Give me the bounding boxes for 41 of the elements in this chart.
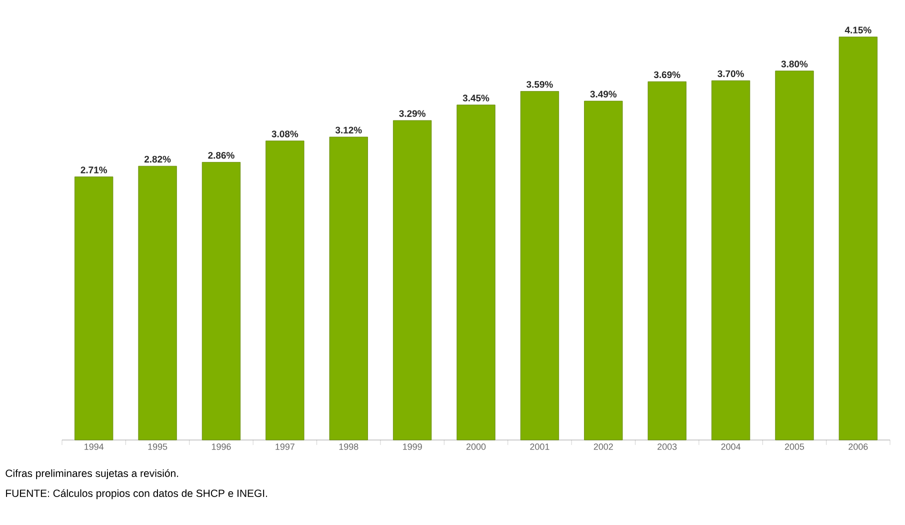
x-tick-label: 2003 [658, 444, 677, 450]
bar [711, 80, 750, 440]
x-tick-label: 2001 [530, 444, 550, 450]
bar [584, 100, 623, 440]
data-label: 3.49% [590, 90, 617, 98]
text: Cifras preliminares sujetas a revisión. [6, 469, 178, 480]
data-label: 3.29% [399, 110, 426, 117]
data-label: 3.69% [654, 71, 680, 78]
data-label: 2.86% [208, 152, 234, 159]
bar [520, 91, 560, 440]
source-note: FUENTE: Cálculos propios con datos de SHCP e INEGI. [6, 489, 267, 500]
data-label: 2.71% [80, 166, 108, 174]
bar [74, 176, 114, 440]
x-tick-label: 1999 [403, 444, 422, 450]
data-label: 3.08% [272, 130, 298, 138]
x-tick-label: 2004 [721, 444, 740, 450]
data-label: 2.82% [144, 156, 171, 163]
x-tick-label: 2006 [848, 444, 868, 450]
bar [775, 70, 814, 440]
bar [838, 36, 878, 440]
x-tick-label: 1997 [276, 444, 294, 450]
data-label: 3.80% [781, 60, 808, 68]
x-tick-label: 2005 [784, 444, 804, 450]
x-tick-label: 1998 [339, 444, 358, 450]
bar [138, 166, 177, 440]
data-label: 3.59% [526, 81, 553, 88]
data-label: 3.12% [335, 126, 362, 134]
data-label: 4.15% [844, 26, 872, 34]
x-tick-label: 1996 [212, 444, 231, 450]
bar [202, 162, 241, 440]
x-tick-label: 2002 [594, 444, 613, 450]
bar [648, 81, 686, 440]
bar [393, 120, 432, 440]
bar [329, 136, 368, 440]
bar [266, 140, 304, 440]
data-label: 3.45% [462, 94, 490, 102]
x-tick-label: 1994 [84, 444, 104, 450]
data-label: 3.70% [718, 70, 744, 78]
x-tick-label: 2000 [466, 444, 486, 450]
x-tick-label: 1995 [148, 444, 168, 450]
bar [456, 104, 496, 440]
